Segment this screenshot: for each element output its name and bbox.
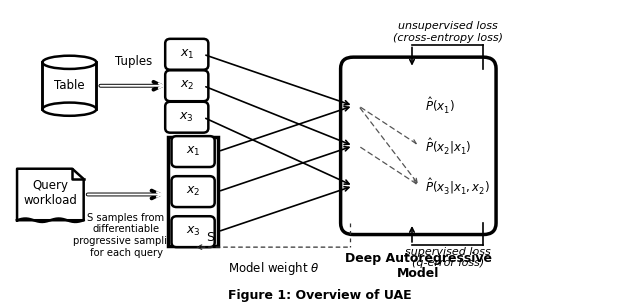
Text: $x_1$: $x_1$ bbox=[180, 48, 194, 61]
Text: supervised loss
(q-error loss): supervised loss (q-error loss) bbox=[405, 247, 490, 268]
Text: S samples from
differentiable
progressive sampling
for each query: S samples from differentiable progressiv… bbox=[73, 213, 179, 258]
Text: $x_3$: $x_3$ bbox=[186, 225, 200, 238]
Text: Query
workload: Query workload bbox=[24, 179, 77, 207]
Ellipse shape bbox=[42, 56, 97, 69]
Text: unsupervised loss
(cross-entropy loss): unsupervised loss (cross-entropy loss) bbox=[393, 21, 502, 43]
Text: $x_2$: $x_2$ bbox=[180, 79, 194, 92]
Bar bbox=[42, 62, 97, 109]
FancyBboxPatch shape bbox=[340, 57, 496, 234]
FancyBboxPatch shape bbox=[172, 176, 214, 207]
Text: Figure 1: Overview of UAE: Figure 1: Overview of UAE bbox=[228, 289, 412, 302]
Text: $\hat{P}(x_1)$: $\hat{P}(x_1)$ bbox=[425, 96, 454, 116]
FancyBboxPatch shape bbox=[165, 70, 209, 101]
Text: $\hat{P}(x_3|x_1,x_2)$: $\hat{P}(x_3|x_1,x_2)$ bbox=[425, 176, 490, 196]
FancyBboxPatch shape bbox=[168, 137, 218, 246]
FancyBboxPatch shape bbox=[165, 102, 209, 133]
FancyBboxPatch shape bbox=[172, 216, 214, 247]
Text: Model weight $\theta$: Model weight $\theta$ bbox=[228, 260, 319, 277]
Ellipse shape bbox=[42, 103, 97, 116]
FancyBboxPatch shape bbox=[172, 136, 214, 167]
Text: Deep Autoregressive
Model: Deep Autoregressive Model bbox=[345, 252, 492, 280]
Polygon shape bbox=[17, 169, 84, 220]
Text: $x_1$: $x_1$ bbox=[186, 145, 200, 158]
Text: Table: Table bbox=[54, 79, 84, 92]
Text: $x_2$: $x_2$ bbox=[186, 185, 200, 198]
Text: S: S bbox=[206, 231, 214, 244]
Text: Tuples: Tuples bbox=[115, 55, 152, 68]
Text: $x_3$: $x_3$ bbox=[179, 111, 194, 124]
FancyBboxPatch shape bbox=[165, 39, 209, 70]
Text: $\hat{P}(x_2|x_1)$: $\hat{P}(x_2|x_1)$ bbox=[425, 136, 471, 156]
